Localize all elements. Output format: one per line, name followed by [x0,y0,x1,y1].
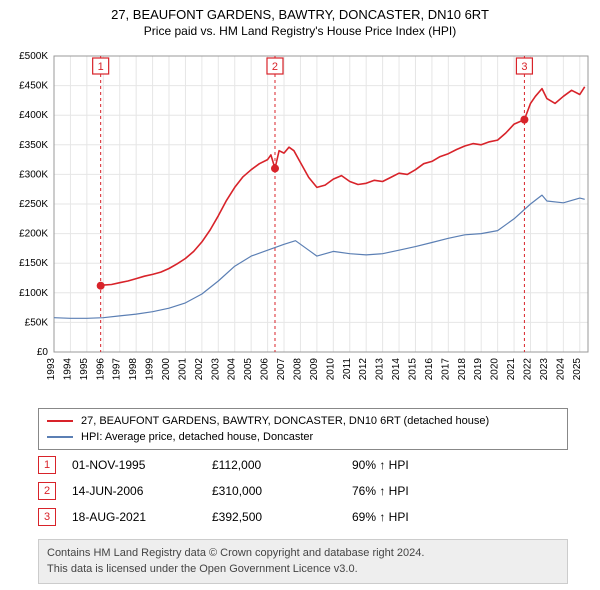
chart-area: £0 £50K £100K £150K £200K £250K £300K £350K £400… [0,46,600,396]
x-tick-label: 2007 [276,358,287,381]
x-tick-label: 2017 [440,358,451,381]
x-tick-label: 2012 [358,358,369,381]
legend-row: HPI: Average price, detached house, Donc… [47,429,559,445]
y-tick-label: £100K [19,288,48,299]
x-tick-label: 1998 [128,358,139,381]
sales-price: £392,500 [212,510,352,524]
legend-box: 27, BEAUFONT GARDENS, BAWTRY, DONCASTER,… [38,408,568,450]
sales-row: 3 18-AUG-2021£392,50069% ↑ HPI [38,504,568,530]
sale-marker-badge-number: 2 [272,61,278,73]
x-tick-label: 2019 [473,358,484,381]
x-tick-label: 2020 [490,358,501,381]
chart-title: 27, BEAUFONT GARDENS, BAWTRY, DONCASTER,… [0,0,600,24]
x-tick-label: 2005 [243,358,254,381]
sales-price: £112,000 [212,458,352,472]
sales-row: 2 14-JUN-2006£310,00076% ↑ HPI [38,478,568,504]
legend-swatch [47,420,73,422]
x-tick-label: 2010 [325,358,336,381]
page: 27, BEAUFONT GARDENS, BAWTRY, DONCASTER,… [0,0,600,590]
sales-row: 1 01-NOV-1995£112,00090% ↑ HPI [38,452,568,478]
sales-badge: 3 [38,508,56,526]
chart-svg: £0 £50K £100K £150K £200K £250K £300K £350K £400… [0,46,600,396]
y-tick-label: £500K [19,51,48,62]
sales-hpi: 90% ↑ HPI [352,458,472,472]
legend-row: 27, BEAUFONT GARDENS, BAWTRY, DONCASTER,… [47,413,559,429]
x-tick-label: 2023 [539,358,550,381]
x-tick-label: 2014 [391,358,402,381]
sales-hpi: 76% ↑ HPI [352,484,472,498]
x-tick-label: 2000 [161,358,172,381]
attribution-line-2: This data is licensed under the Open Gov… [47,562,559,577]
y-tick-label: £350K [19,140,48,151]
y-tick-label: £400K [19,110,48,121]
x-tick-label: 2009 [309,358,320,381]
x-tick-label: 2004 [227,358,238,381]
sales-hpi: 69% ↑ HPI [352,510,472,524]
legend-label: HPI: Average price, detached house, Donc… [81,431,313,443]
attribution-line-1: Contains HM Land Registry data © Crown c… [47,546,559,561]
sales-badge: 1 [38,456,56,474]
sales-table: 1 01-NOV-1995£112,00090% ↑ HPI 2 14-JUN-200… [38,452,568,530]
x-tick-label: 1993 [46,358,57,381]
attribution-box: Contains HM Land Registry data © Crown c… [38,539,568,584]
x-tick-label: 2022 [522,358,533,381]
x-tick-label: 1997 [112,358,123,381]
x-tick-label: 2001 [177,358,188,381]
legend-swatch [47,436,73,438]
x-tick-label: 2002 [194,358,205,381]
x-tick-label: 1999 [145,358,156,381]
sale-marker-dot [520,116,528,124]
x-tick-label: 2013 [375,358,386,381]
y-tick-label: £300K [19,169,48,180]
x-tick-label: 1995 [79,358,90,381]
chart-subtitle: Price paid vs. HM Land Registry's House … [0,24,600,42]
sale-marker-dot [97,282,105,290]
x-tick-label: 2008 [292,358,303,381]
x-tick-label: 2003 [210,358,221,381]
x-tick-label: 2018 [457,358,468,381]
x-tick-label: 1994 [62,358,73,381]
x-tick-label: 1996 [95,358,106,381]
x-tick-label: 2025 [572,358,583,381]
sale-marker-badge-number: 3 [521,61,527,73]
sale-marker-badge-number: 1 [98,61,104,73]
x-tick-label: 2024 [555,358,566,381]
x-tick-label: 2006 [260,358,271,381]
x-tick-label: 2021 [506,358,517,381]
x-tick-label: 2015 [407,358,418,381]
y-tick-label: £150K [19,258,48,269]
legend-label: 27, BEAUFONT GARDENS, BAWTRY, DONCASTER,… [81,415,489,427]
sales-badge: 2 [38,482,56,500]
sales-date: 01-NOV-1995 [72,458,212,472]
y-tick-label: £0 [37,347,49,358]
y-tick-label: £450K [19,81,48,92]
sale-marker-dot [271,164,279,172]
y-tick-label: £200K [19,229,48,240]
y-tick-label: £250K [19,199,48,210]
sales-date: 14-JUN-2006 [72,484,212,498]
x-tick-label: 2016 [424,358,435,381]
sales-date: 18-AUG-2021 [72,510,212,524]
x-tick-label: 2011 [342,358,353,380]
sales-price: £310,000 [212,484,352,498]
y-tick-label: £50K [25,317,49,328]
